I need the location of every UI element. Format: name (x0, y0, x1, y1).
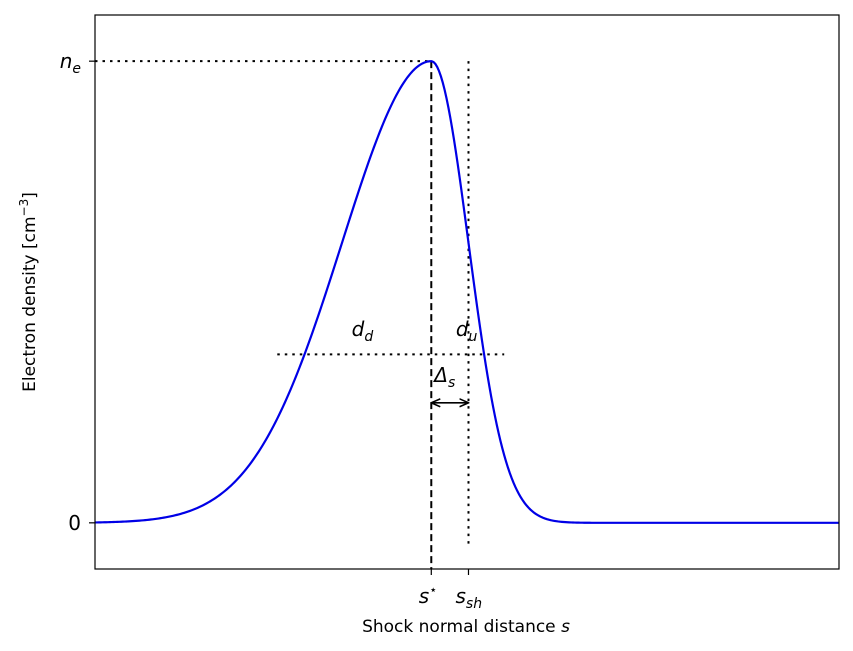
x-axis-label-text: Shock normal distance (362, 617, 556, 637)
x-axis-label: Shock normal distance s (362, 617, 570, 637)
x-tick-label: s⋆ (419, 583, 438, 608)
y-axis-ticks: 0 ne (60, 49, 95, 535)
reference-lines (95, 60, 505, 569)
y-tick-label: ne (60, 49, 81, 77)
plot-frame (94, 14, 840, 570)
annotation-dd: dd (352, 317, 374, 345)
y-axis-label-close: ] (20, 192, 40, 199)
y-axis-label-exponent: −3 (17, 199, 31, 217)
annotation-du: du (456, 317, 478, 345)
electron-density-curve (94, 60, 839, 524)
plot-background (95, 15, 839, 569)
x-tick-label: ssh (455, 584, 482, 612)
y-axis-label: Electron density [cm−3] (17, 192, 40, 392)
y-tick-label: 0 (68, 511, 81, 535)
y-axis-label-text: Electron density [cm (20, 216, 40, 391)
x-axis-ticks: s⋆ ssh (419, 569, 482, 612)
x-axis-label-symbol: s (561, 617, 570, 637)
annotation-delta-s: Δs (432, 363, 455, 391)
